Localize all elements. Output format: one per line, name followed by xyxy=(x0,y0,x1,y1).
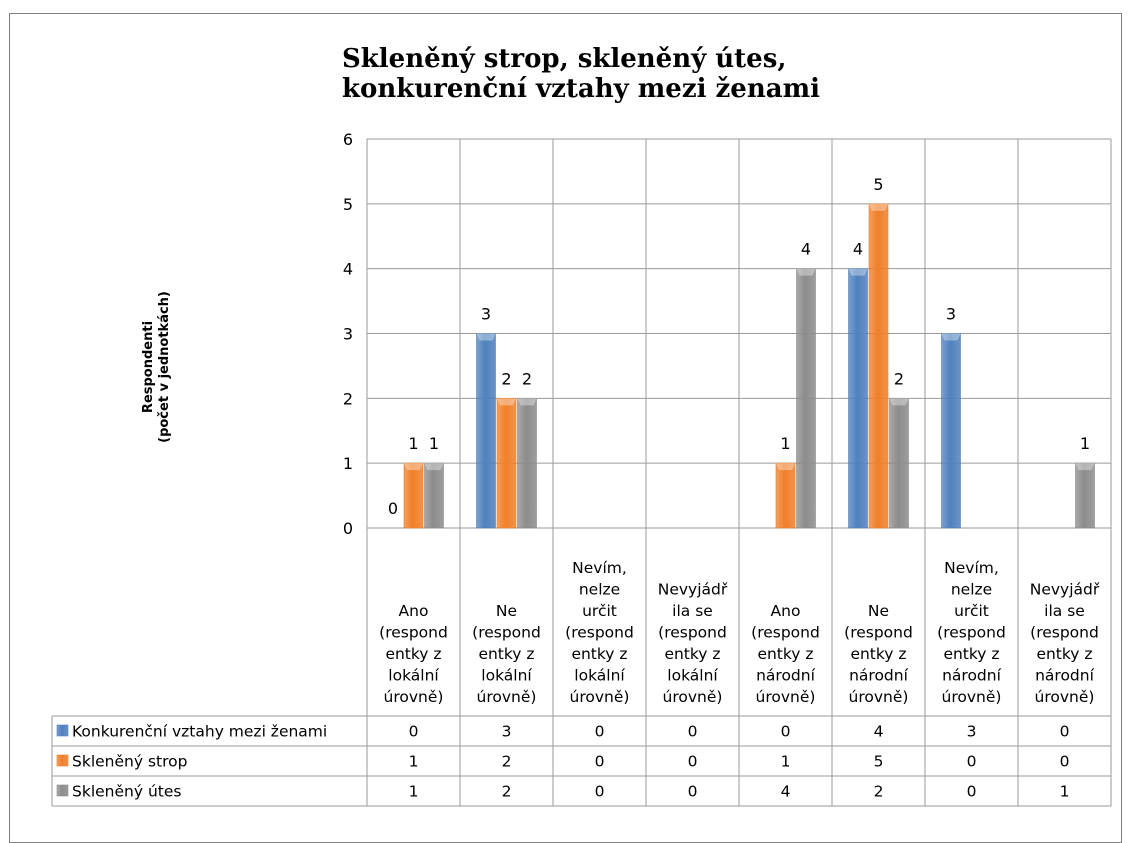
data-label: 3 xyxy=(481,305,491,324)
data-label: 4 xyxy=(853,240,863,259)
table-cell-value: 4 xyxy=(781,783,791,801)
legend-key xyxy=(56,784,69,797)
bar xyxy=(424,462,444,529)
bar-highlight xyxy=(404,463,423,471)
data-label: 5 xyxy=(873,175,883,194)
table-cell-value: 0 xyxy=(688,783,698,801)
table-cell-value: 0 xyxy=(595,723,605,741)
table-cell-value: 0 xyxy=(967,753,977,771)
legend-key xyxy=(56,724,69,737)
table-cell-value: 0 xyxy=(1060,753,1070,771)
chart-title: Skleněný strop, skleněný útes, konkurenčn… xyxy=(342,44,820,104)
data-label: 2 xyxy=(522,369,532,388)
data-label: 1 xyxy=(408,434,418,453)
table-cell-value: 2 xyxy=(502,783,512,801)
y-tick-label: 3 xyxy=(343,325,353,344)
table-cell-value: 0 xyxy=(409,723,419,741)
y-tick-label: 4 xyxy=(343,260,353,279)
table-cell-value: 4 xyxy=(874,723,884,741)
bar-highlight xyxy=(424,463,444,471)
table-cell-value: 1 xyxy=(409,783,419,801)
y-tick-label: 5 xyxy=(343,195,353,214)
bar-highlight xyxy=(869,203,888,211)
bar-highlight xyxy=(776,463,795,471)
table-cell-value: 1 xyxy=(781,753,791,771)
x-category-label: Nevím, nelze určit (respond entky z národní úr… xyxy=(937,559,1006,706)
bar xyxy=(403,462,424,529)
bar xyxy=(848,268,868,529)
bar-highlight xyxy=(941,333,961,341)
bar xyxy=(1075,462,1095,529)
table-cell-value: 0 xyxy=(967,783,977,801)
bar-highlight xyxy=(517,398,537,406)
bar-highlight xyxy=(796,268,816,276)
bar xyxy=(889,398,909,529)
table-cell-value: 1 xyxy=(1060,783,1070,801)
x-category-label: Nevím, nelze určit (respond entky z lokální úr… xyxy=(565,559,634,706)
data-label: 1 xyxy=(429,434,439,453)
bar-highlight xyxy=(889,398,909,406)
data-label: 1 xyxy=(780,434,790,453)
x-category-label: Nevyjádř ila se (respond entky z lokální úrov… xyxy=(658,581,728,707)
x-category-label: Ne (respond entky z lokální úrovně) xyxy=(472,602,541,706)
x-category-label: Ano (respond entky z lokální úrovně) xyxy=(379,602,448,706)
data-label: 3 xyxy=(946,305,956,324)
bar xyxy=(775,462,796,529)
y-tick-label: 0 xyxy=(343,519,353,538)
bar xyxy=(476,333,496,529)
data-label: 2 xyxy=(501,369,511,388)
table-cell-value: 2 xyxy=(874,783,884,801)
legend-key xyxy=(56,754,69,767)
table-cell-value: 5 xyxy=(874,753,884,771)
table-cell-value: 0 xyxy=(688,723,698,741)
bar xyxy=(941,333,961,529)
table-cell-value: 1 xyxy=(409,753,419,771)
legend-series-name: Skleněný útes xyxy=(72,783,181,801)
table-cell-value: 0 xyxy=(595,753,605,771)
table-cell-value: 3 xyxy=(967,723,977,741)
y-tick-label: 2 xyxy=(343,389,353,408)
legend-series-name: Skleněný strop xyxy=(72,753,187,771)
bar-highlight xyxy=(497,398,516,406)
x-category-label: Ano (respond entky z národní úrovně) xyxy=(751,602,820,706)
bar-highlight xyxy=(1075,463,1095,471)
data-label: 4 xyxy=(801,240,811,259)
bar-highlight xyxy=(848,268,868,276)
x-category-label: Nevyjádř ila se (respond entky z národní úrov… xyxy=(1030,581,1100,707)
table-cell-value: 0 xyxy=(1060,723,1070,741)
bar xyxy=(868,203,889,529)
table-cell-value: 0 xyxy=(781,723,791,741)
y-tick-label: 6 xyxy=(343,130,353,149)
table-cell-value: 0 xyxy=(595,783,605,801)
legend-series-name: Konkurenční vztahy mezi ženami xyxy=(72,723,327,741)
table-cell-value: 3 xyxy=(502,723,512,741)
data-label: 2 xyxy=(894,369,904,388)
bar xyxy=(496,398,517,529)
table-cell-value: 2 xyxy=(502,753,512,771)
x-category-label: Ne (respond entky z národní úrovně) xyxy=(844,602,913,706)
table-cell-value: 0 xyxy=(688,753,698,771)
bar-highlight xyxy=(476,333,496,341)
data-label: 1 xyxy=(1080,434,1090,453)
y-tick-label: 1 xyxy=(343,454,353,473)
bar xyxy=(796,268,816,529)
bar xyxy=(517,398,537,529)
data-label: 0 xyxy=(388,499,398,518)
